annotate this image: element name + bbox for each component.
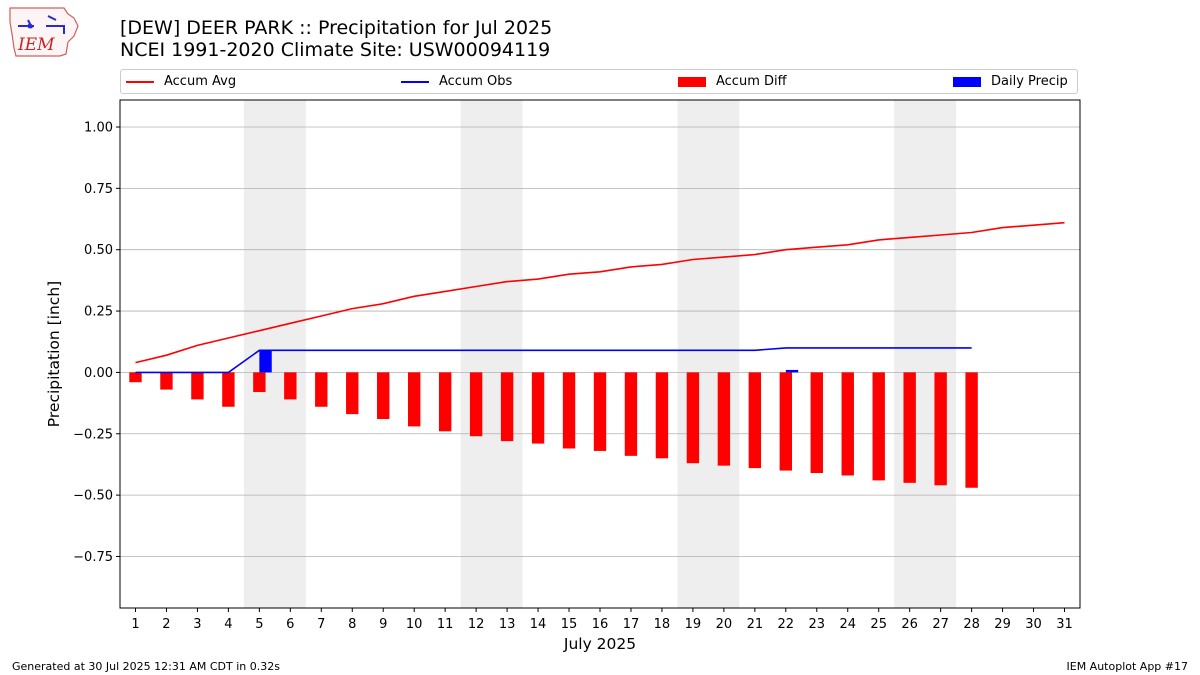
y-axis-label: Precipitation [inch] [45,281,63,427]
accum-diff-bar-13 [500,372,514,442]
accum-diff-bar-15 [562,372,576,449]
y-tick-label-6: 0.75 [84,182,113,197]
accum-diff-bar-4 [222,372,235,407]
weekend-shade-2 [460,100,523,608]
chart-legend: Accum Avg Accum Obs Accum Diff Daily Pre… [120,69,1078,94]
x-tick-label-8: 8 [348,617,356,632]
x-tick-label-4: 4 [224,617,232,632]
accum-diff-bar-12 [469,372,483,437]
x-tick-label-16: 16 [592,617,609,632]
accum-diff-bar-6 [284,372,297,400]
x-tick-label-31: 31 [1056,617,1073,632]
x-tick-label-29: 29 [994,617,1011,632]
x-tick-label-20: 20 [716,617,733,632]
x-tick-label-21: 21 [747,617,764,632]
x-tick-label-28: 28 [963,617,980,632]
x-tick-label-15: 15 [561,617,578,632]
chart-subtitle: NCEI 1991-2020 Climate Site: USW00094119 [120,39,551,61]
x-tick-label-5: 5 [255,617,263,632]
legend-item-daily-precip: Daily Precip [953,70,1068,93]
x-tick-label-25: 25 [870,617,887,632]
legend-label-accum-obs: Accum Obs [439,74,513,89]
x-tick-label-13: 13 [499,617,516,632]
accum-diff-bar-10 [408,372,421,427]
x-tick-label-6: 6 [286,617,294,632]
legend-swatch-accum-obs [401,80,429,83]
y-tick-label-3: 0.00 [84,366,113,381]
x-tick-label-3: 3 [193,617,201,632]
legend-swatch-accum-avg [126,80,154,83]
accum-obs-line [135,347,972,374]
y-tick-label-1: −0.50 [73,489,113,504]
y-tick-label-4: 0.25 [84,305,113,320]
legend-label-daily-precip: Daily Precip [991,74,1068,89]
accum-diff-bar-20 [717,372,731,466]
x-tick-label-14: 14 [530,617,547,632]
legend-swatch-accum-diff [678,76,706,87]
x-axis-label: July 2025 [563,635,636,653]
x-tick-label-24: 24 [839,617,856,632]
accum-diff-bar-21 [748,372,762,469]
accum-diff-bar-25 [872,372,885,481]
autoplot-app-label: IEM Autoplot App #17 [1066,660,1189,673]
legend-item-accum-obs: Accum Obs [401,70,512,93]
y-tick-label-5: 0.50 [84,243,113,258]
accum-diff-bar-18 [655,372,669,459]
legend-label-accum-diff: Accum Diff [716,74,787,89]
x-tick-label-17: 17 [623,617,640,632]
accum-diff-bar-1 [129,372,142,383]
legend-item-accum-avg: Accum Avg [126,70,236,93]
x-tick-label-7: 7 [317,617,325,632]
accum-diff-bar-2 [160,372,173,390]
x-tick-label-11: 11 [437,617,454,632]
accum-diff-bar-24 [841,372,854,476]
x-tick-label-23: 23 [809,617,826,632]
weekend-shade-4 [894,100,957,608]
x-tick-label-30: 30 [1025,617,1042,632]
accum-diff-bar-11 [438,372,452,432]
legend-label-accum-avg: Accum Avg [164,74,237,89]
accum-diff-bar-17 [624,372,638,456]
x-tick-label-12: 12 [468,617,485,632]
x-tick-label-27: 27 [932,617,949,632]
x-tick-label-18: 18 [654,617,671,632]
accum-diff-bar-28 [965,372,978,488]
weekend-shade-3 [677,100,740,608]
iowa-outline-icon [9,7,79,57]
accum-diff-bar-5 [253,372,266,393]
chart-title: [DEW] DEER PARK :: Precipitation for Jul… [120,17,553,39]
x-tick-label-26: 26 [901,617,918,632]
x-tick-label-1: 1 [131,617,139,632]
accum-diff-bar-7 [315,372,328,407]
y-tick-label-7: 1.00 [84,120,113,135]
x-tick-label-22: 22 [778,617,795,632]
accum-diff-bar-19 [686,372,700,464]
accum-diff-bar-27 [934,372,947,486]
accum-diff-bar-3 [191,372,204,400]
accum-diff-bar-16 [593,372,607,451]
accum-avg-line [135,221,1065,364]
legend-swatch-daily-precip [953,76,981,87]
generated-timestamp: Generated at 30 Jul 2025 12:31 AM CDT in… [12,660,280,673]
accum-diff-bar-8 [346,372,359,415]
accum-diff-bar-22 [779,372,792,471]
accum-diff-bar-14 [531,372,545,444]
x-tick-label-19: 19 [685,617,702,632]
daily-precip-bar-22 [785,369,799,373]
x-tick-label-9: 9 [379,617,387,632]
accum-diff-bar-23 [810,372,823,474]
logo-text: IEM [17,35,55,55]
y-tick-label-0: −0.75 [73,550,113,565]
accum-diff-bar-9 [377,372,390,420]
y-tick-label-2: −0.25 [73,427,113,442]
x-tick-label-10: 10 [406,617,423,632]
accum-diff-bar-26 [903,372,916,483]
daily-precip-bar-5 [259,350,272,373]
x-tick-label-2: 2 [162,617,170,632]
legend-item-accum-diff: Accum Diff [678,70,787,93]
iem-logo: IEM [9,7,79,57]
